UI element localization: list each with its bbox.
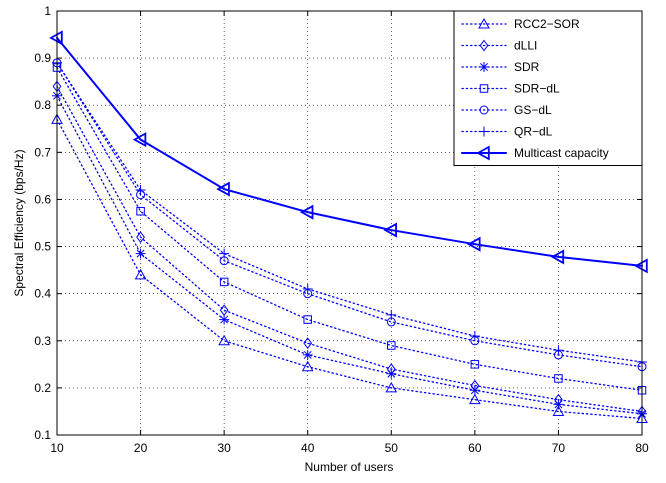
plus-marker [469, 331, 480, 342]
legend-label: Multicast capacity [514, 146, 609, 160]
legend-label: QR−dL [514, 125, 553, 139]
series-layer [49, 30, 648, 424]
legend-label: RCC2−SOR [514, 17, 580, 31]
legend-label: SDR [514, 60, 540, 74]
y-tick-label: 0.6 [34, 192, 51, 206]
y-tick-label: 0.3 [34, 334, 51, 348]
square-marker [554, 374, 563, 383]
star-marker-d2 [470, 386, 479, 395]
star-marker-d2 [387, 369, 396, 378]
triangle-marker [478, 17, 490, 29]
triangle-left-marker [634, 258, 648, 274]
triangle-left-marker [299, 204, 314, 220]
legend-item-1: dLLI [461, 39, 537, 53]
x-tick-label: 70 [552, 441, 566, 455]
square-marker [470, 360, 480, 369]
triangle-marker [552, 405, 565, 416]
legend-item-0: RCC2−SOR [461, 17, 580, 31]
star-marker-d2 [480, 63, 488, 71]
legend-item-5: QR−dL [461, 125, 553, 139]
star-marker-d2 [220, 315, 229, 324]
diamond-marker [479, 39, 489, 52]
series-line [56, 66, 643, 391]
legend: RCC2−SOR dLLI SDR SDR−dL GS−dL QR−dL Multicast… [453, 10, 643, 166]
star-marker [479, 62, 489, 72]
ticks: 10 20 30 40 50 60 70 80 0.1 0.2 0.3 0.4 0.5 0.6 0.7 0.8… [34, 4, 649, 455]
plus-marker [302, 283, 313, 294]
triangle-marker [218, 334, 230, 346]
y-tick-label: 0.7 [34, 145, 51, 159]
plus-marker [479, 126, 489, 137]
plus-marker [219, 248, 230, 259]
circle-marker [479, 105, 489, 115]
series-line [56, 62, 643, 363]
legend-label: SDR−dL [514, 82, 560, 96]
star-marker [386, 368, 397, 379]
series-line [56, 85, 643, 413]
triangle-left-marker [476, 145, 490, 161]
legend-label: dLLI [514, 39, 537, 53]
triangle-marker [469, 393, 481, 405]
square-marker [479, 84, 489, 93]
diamond-marker [303, 337, 313, 349]
series-line [56, 95, 643, 415]
series-line [56, 36, 643, 267]
star-marker [219, 314, 230, 325]
triangle-left-marker [132, 132, 147, 148]
series-line [56, 118, 643, 420]
triangle-marker [301, 360, 314, 372]
star-marker [302, 349, 313, 360]
y-axis-label: Spectral Efficiency (bps/Hz) [12, 149, 26, 296]
diamond-marker [136, 231, 145, 243]
star-marker [469, 385, 480, 396]
x-tick-label: 20 [134, 441, 148, 455]
x-tick-label: 30 [217, 441, 231, 455]
plot-frame [56, 10, 643, 436]
series-2 [52, 90, 647, 419]
triangle-marker [134, 268, 147, 280]
triangle-left-marker [550, 249, 565, 265]
y-tick-label: 0.4 [34, 287, 51, 301]
y-tick-label: 0.1 [34, 428, 51, 442]
triangle-marker [385, 381, 398, 393]
x-tick-label: 40 [301, 441, 315, 455]
star-marker [135, 248, 146, 259]
plus-marker [553, 345, 564, 356]
square-marker [136, 206, 145, 216]
x-tick-label: 10 [50, 441, 64, 455]
x-tick-label: 60 [468, 441, 482, 455]
y-tick-label: 0.5 [34, 240, 51, 254]
x-tick-label: 50 [385, 441, 399, 455]
y-tick-label: 0.9 [34, 51, 51, 65]
legend-item-2: SDR [461, 60, 540, 74]
square-marker [387, 341, 396, 350]
series-6 [49, 30, 648, 274]
triangle-left-marker [49, 30, 63, 46]
y-tick-label: 0.8 [34, 98, 51, 112]
square-marker [219, 277, 229, 287]
plus-marker [135, 185, 146, 196]
star-marker-d2 [136, 249, 145, 258]
star-marker [553, 399, 564, 410]
legend-item-6: Multicast capacity [461, 145, 609, 161]
legend-label: GS−dL [514, 103, 552, 117]
x-tick-label: 80 [635, 441, 649, 455]
x-axis-label: Number of users [305, 460, 394, 474]
triangle-left-marker [216, 181, 230, 197]
series-0 [51, 113, 648, 424]
triangle-left-marker [467, 236, 481, 252]
star-marker-d2 [554, 400, 563, 409]
grid [57, 11, 642, 435]
triangle-left-marker [383, 222, 397, 238]
legend-item-4: GS−dL [461, 103, 552, 117]
square-marker [303, 315, 312, 324]
star-marker-d2 [303, 350, 312, 359]
series-line [56, 62, 643, 368]
y-tick-label: 1 [44, 4, 51, 18]
y-tick-label: 0.2 [34, 381, 51, 395]
plus-marker [386, 309, 397, 320]
legend-item-3: SDR−dL [461, 82, 560, 96]
